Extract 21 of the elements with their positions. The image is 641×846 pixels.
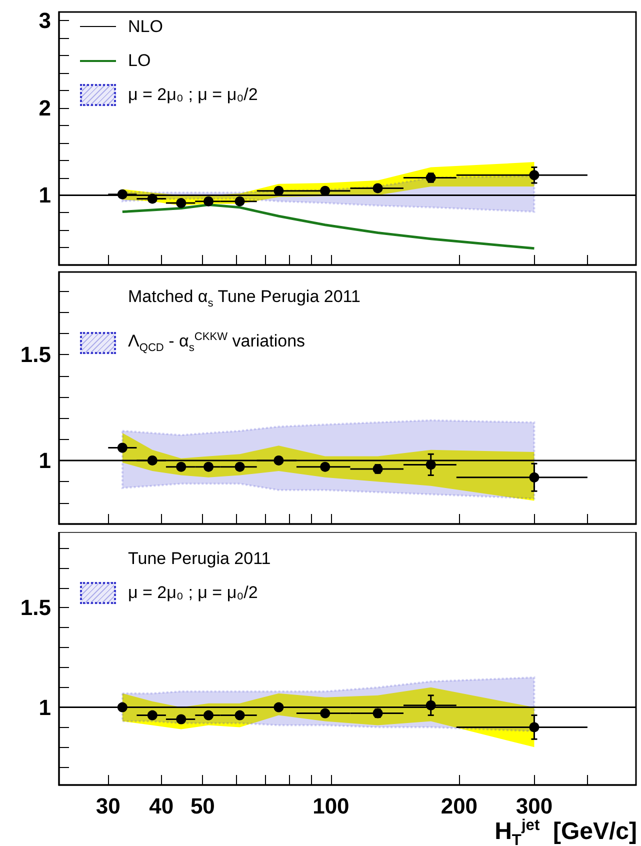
y-tick-label: 1.5 (20, 342, 51, 368)
x-axis-title: H$_{T}$$^{jet}$ [GeV/c] (494, 817, 637, 846)
y-tick-label: 1 (38, 182, 51, 208)
x-tick-label: 200 (440, 794, 478, 818)
x-tick-label: 50 (190, 794, 215, 818)
annotation: Tune Perugia 2011 (128, 548, 271, 570)
y-tick-label: 3 (38, 8, 51, 34)
annotation: Λ$_{QCD}$ - α$_{s}$$^{CKKW}$ variations (128, 330, 306, 356)
y-tick-label: 1 (38, 694, 51, 720)
y-tick-label: 2 (38, 95, 51, 120)
annotation: Matched α$_{s}$ Tune Perugia 2011 (128, 286, 360, 312)
legend-label: LO (128, 50, 151, 72)
y-tick-label: 1.5 (20, 595, 51, 620)
legend-label: NLO (128, 16, 163, 38)
annotation: μ = 2μ₀ ; μ = μ₀/2 (128, 582, 258, 604)
x-tick-label: 100 (312, 794, 350, 818)
x-tick-label: 30 (96, 794, 120, 818)
x-tick-label: 40 (149, 794, 174, 818)
annotation: μ = 2μ₀ ; μ = μ₀/2 (128, 84, 258, 106)
y-tick-label: 1 (38, 448, 51, 473)
x-tick-label: 300 (516, 794, 553, 818)
